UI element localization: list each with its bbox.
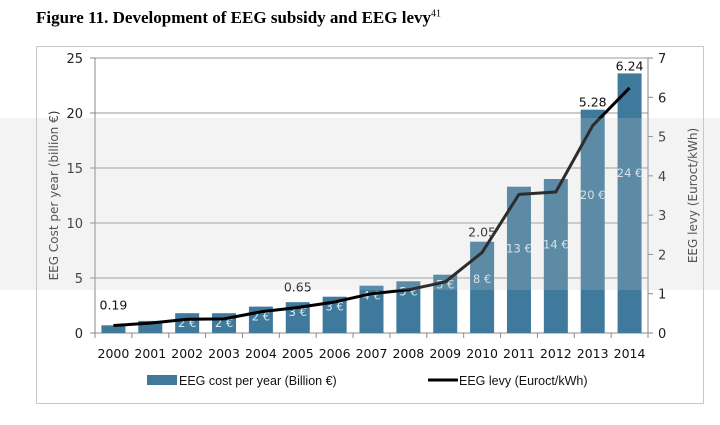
x-tick-label: 2013 bbox=[577, 346, 609, 361]
y2-tick-label: 1 bbox=[658, 288, 666, 303]
y2-tick-label: 7 bbox=[658, 52, 666, 67]
bar bbox=[580, 109, 605, 333]
bar bbox=[470, 241, 495, 333]
levy-data-label: 0.19 bbox=[100, 298, 128, 313]
legend-bar-swatch bbox=[147, 375, 177, 385]
bar-data-label: 20 € bbox=[580, 188, 606, 202]
y2-tick-label: 4 bbox=[658, 170, 666, 185]
y-axis-label: EEG Cost per year (billion €) bbox=[47, 111, 61, 281]
levy-data-label: 0.65 bbox=[284, 279, 312, 294]
y-tick-label: 0 bbox=[75, 327, 83, 342]
bar bbox=[506, 186, 531, 333]
figure-title: Figure 11. Development of EEG subsidy an… bbox=[36, 8, 441, 28]
y-tick-label: 15 bbox=[66, 162, 83, 177]
y-tick-label: 5 bbox=[75, 272, 83, 287]
levy-data-label: 6.24 bbox=[616, 58, 644, 73]
bar-data-label: 13 € bbox=[506, 242, 532, 256]
levy-data-label: 2.05 bbox=[468, 224, 496, 239]
y2-axis-label: EEG levy (Euroct/kWh) bbox=[686, 128, 700, 263]
y-tick-label: 20 bbox=[66, 107, 83, 122]
x-tick-label: 2006 bbox=[319, 346, 351, 361]
x-tick-label: 2009 bbox=[429, 346, 461, 361]
x-tick-label: 2000 bbox=[98, 346, 130, 361]
x-tick-label: 2003 bbox=[208, 346, 240, 361]
x-tick-label: 2010 bbox=[466, 346, 498, 361]
y2-tick-label: 0 bbox=[658, 327, 666, 342]
x-tick-label: 2014 bbox=[614, 346, 646, 361]
y2-tick-label: 3 bbox=[658, 209, 666, 224]
x-tick-label: 2008 bbox=[392, 346, 424, 361]
chart-frame bbox=[36, 46, 704, 404]
x-tick-label: 2007 bbox=[356, 346, 388, 361]
y2-tick-label: 2 bbox=[658, 248, 666, 263]
levy-line bbox=[113, 86, 631, 328]
levy-data-label: 5.28 bbox=[579, 95, 607, 110]
bar-data-label: 5 € bbox=[436, 278, 454, 292]
footnote-ref: 41 bbox=[430, 8, 441, 20]
bar bbox=[543, 179, 568, 333]
bar-data-label: 8 € bbox=[473, 272, 491, 286]
x-tick-label: 2011 bbox=[503, 346, 535, 361]
legend-bar-label: EEG cost per year (Billion €) bbox=[179, 374, 337, 388]
x-tick-label: 2004 bbox=[245, 346, 277, 361]
y-tick-label: 25 bbox=[66, 52, 83, 67]
y-tick-label: 10 bbox=[66, 217, 83, 232]
y2-tick-label: 6 bbox=[658, 91, 666, 106]
x-tick-label: 2012 bbox=[540, 346, 572, 361]
x-tick-label: 2001 bbox=[134, 346, 166, 361]
bar-data-label: 24 € bbox=[617, 166, 643, 180]
x-tick-label: 2002 bbox=[171, 346, 203, 361]
legend-line-label: EEG levy (Euroct/kWh) bbox=[459, 374, 588, 388]
bar-data-label: 14 € bbox=[543, 237, 569, 251]
bar bbox=[617, 73, 642, 334]
x-tick-label: 2005 bbox=[282, 346, 314, 361]
bar bbox=[101, 325, 126, 333]
y2-tick-label: 5 bbox=[658, 131, 666, 146]
figure-title-text: Figure 11. Development of EEG subsidy an… bbox=[36, 8, 431, 27]
